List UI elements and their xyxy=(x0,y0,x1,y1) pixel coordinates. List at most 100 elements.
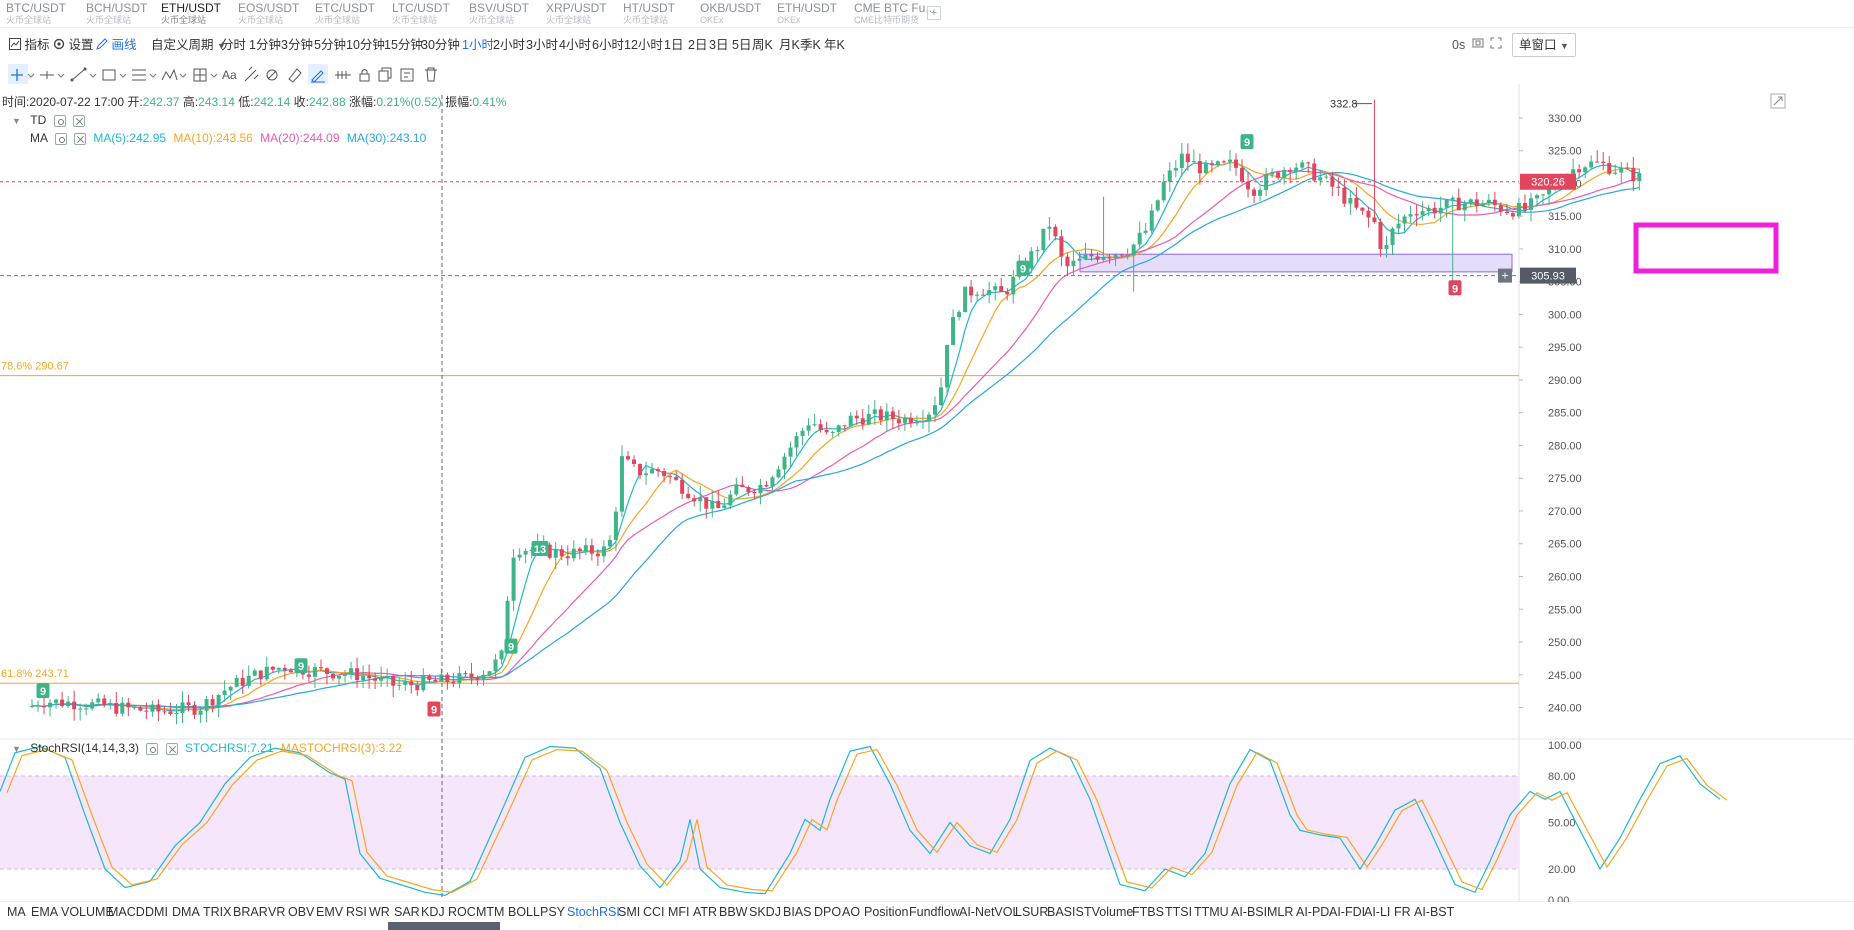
indicator-option[interactable]: TTSI xyxy=(1165,905,1193,919)
market-tab[interactable]: LTC/USDT 火币全球站 xyxy=(388,1,478,27)
indicator-option[interactable]: DMA xyxy=(172,905,200,919)
market-tab[interactable]: HT/USDT 火币全球站 xyxy=(619,1,709,27)
period-option[interactable]: 30分钟 xyxy=(421,38,460,52)
eraser-tool-icon[interactable] xyxy=(285,64,305,86)
period-option[interactable]: 3分钟 xyxy=(281,38,313,52)
indicator-option[interactable]: SKDJ xyxy=(749,905,781,919)
market-tab[interactable]: ETH/USDT 火币全球站 xyxy=(157,1,247,27)
indicator-option[interactable]: DPO xyxy=(814,905,842,919)
indicator-option[interactable]: AI-LI xyxy=(1364,905,1391,919)
period-option[interactable]: 4小时 xyxy=(559,38,591,52)
indicator-option[interactable]: BOLL xyxy=(508,905,540,919)
indicator-option[interactable]: Fundflow xyxy=(909,905,960,919)
indicator-option[interactable]: RSI xyxy=(346,905,367,919)
indicator-option[interactable]: VR xyxy=(268,905,286,919)
indicator-option[interactable]: KDJ xyxy=(421,905,445,919)
period-option[interactable]: 15分钟 xyxy=(384,38,423,52)
indicator-option[interactable]: Position xyxy=(864,905,909,919)
magnet-tool-icon[interactable] xyxy=(263,64,283,86)
indicator-option[interactable]: BASIS xyxy=(1047,905,1084,919)
period-option[interactable]: 年K xyxy=(824,38,845,52)
indicator-option[interactable]: LSUR xyxy=(1015,905,1049,919)
period-option[interactable]: 季K xyxy=(800,38,821,52)
fullscreen-icon[interactable] xyxy=(1490,36,1502,54)
indicator-option[interactable]: SAR xyxy=(394,905,420,919)
lock-icon[interactable] xyxy=(355,64,375,86)
indicator-option[interactable]: MA xyxy=(7,905,26,919)
indicator-option[interactable]: ATR xyxy=(693,905,718,919)
indicator-button[interactable]: 指标 xyxy=(9,36,50,54)
period-option[interactable]: 10分钟 xyxy=(346,38,385,52)
indicator-option[interactable]: MFI xyxy=(668,905,690,919)
period-option[interactable]: 5日 xyxy=(732,38,752,52)
indicator-option[interactable]: VOLUME xyxy=(61,905,114,919)
draw-button[interactable]: 画线 xyxy=(96,36,137,54)
trend-line-tool-icon[interactable] xyxy=(69,64,89,86)
brush-tool-icon[interactable] xyxy=(242,64,262,86)
market-tab[interactable]: ETH/USDT OKEx xyxy=(773,1,863,27)
td-settings-icon[interactable] xyxy=(53,114,66,127)
template-icon[interactable] xyxy=(398,64,418,86)
pattern-tool-icon[interactable] xyxy=(160,64,180,86)
indicator-option[interactable]: WR xyxy=(369,905,390,919)
market-tab[interactable]: BCH/USDT 火币全球站 xyxy=(82,1,172,27)
period-option[interactable]: 1分钟 xyxy=(249,38,281,52)
period-option[interactable]: 月K xyxy=(779,38,800,52)
caret-down-icon[interactable] xyxy=(179,64,187,86)
settings-button[interactable]: 设置 xyxy=(53,36,94,54)
trash-icon[interactable] xyxy=(421,64,441,86)
add-tab-icon[interactable]: + xyxy=(927,6,941,20)
indicator-option[interactable]: AI-PD xyxy=(1296,905,1330,919)
fib-tool-icon[interactable] xyxy=(130,64,150,86)
period-option[interactable]: 3日 xyxy=(709,38,729,52)
horizontal-line-tool-icon[interactable] xyxy=(38,64,58,86)
period-option[interactable]: 1日 xyxy=(664,38,684,52)
stochrsi-close-icon[interactable] xyxy=(165,742,178,755)
td-close-icon[interactable] xyxy=(72,114,85,127)
indicator-option[interactable]: AI-BST xyxy=(1414,905,1455,919)
indicator-option[interactable]: TRIX xyxy=(203,905,232,919)
indicator-option[interactable]: TTMU xyxy=(1194,905,1229,919)
indicator-option[interactable]: BIAS xyxy=(783,905,812,919)
caret-down-icon[interactable] xyxy=(27,64,35,86)
market-tab[interactable]: ETC/USDT 火币全球站 xyxy=(311,1,401,27)
market-tab[interactable]: BSV/USDT 火币全球站 xyxy=(465,1,555,27)
indicator-option[interactable]: AO xyxy=(842,905,861,919)
indicator-option[interactable]: EMA xyxy=(31,905,59,919)
period-option[interactable]: 分时 xyxy=(221,38,247,52)
period-option[interactable]: 2日 xyxy=(688,38,708,52)
text-tool-icon[interactable]: Aa xyxy=(221,64,241,86)
indicator-option[interactable]: AI-BSI xyxy=(1231,905,1268,919)
caret-down-icon[interactable] xyxy=(149,64,157,86)
period-option[interactable]: 6小时 xyxy=(592,38,624,52)
indicator-option[interactable]: EMV xyxy=(316,905,344,919)
caret-down-icon[interactable] xyxy=(119,64,127,86)
indicator-option[interactable]: MLR xyxy=(1267,905,1294,919)
rectangle-tool-icon[interactable] xyxy=(100,64,120,86)
market-tab[interactable]: BTC/USDT 火币全球站 xyxy=(2,1,92,27)
link-tool-icon[interactable] xyxy=(333,64,353,86)
caret-down-icon[interactable] xyxy=(57,64,65,86)
crosshair-tool-icon[interactable] xyxy=(8,64,28,86)
screenshot-icon[interactable] xyxy=(1472,36,1484,54)
indicator-option[interactable]: ROC xyxy=(448,905,476,919)
window-mode-dropdown[interactable]: 单窗口 ▼ xyxy=(1512,33,1576,57)
indicator-option[interactable]: PSY xyxy=(540,905,566,919)
caret-down-icon[interactable] xyxy=(89,64,97,86)
period-option[interactable]: 周K xyxy=(752,38,773,52)
ma-close-icon[interactable] xyxy=(74,132,87,145)
indicator-option[interactable]: TVolume xyxy=(1084,905,1134,919)
caret-down-icon[interactable] xyxy=(210,64,218,86)
market-tab[interactable]: XRP/USDT 火币全球站 xyxy=(542,1,632,27)
measure-tool-icon[interactable] xyxy=(191,64,211,86)
indicator-option[interactable]: FR xyxy=(1394,905,1411,919)
copy-icon[interactable] xyxy=(376,64,396,86)
indicator-option[interactable]: AI-NetVOL xyxy=(959,905,1020,919)
indicator-option[interactable]: OBV xyxy=(288,905,315,919)
market-tab[interactable]: CME BTC Fu... CME比特币期货 xyxy=(850,1,940,27)
indicator-option[interactable]: StochRSI xyxy=(567,905,620,919)
indicator-option[interactable]: MACD xyxy=(108,905,145,919)
period-option[interactable]: 2小时 xyxy=(493,38,525,52)
indicator-option[interactable]: BRAR xyxy=(233,905,268,919)
